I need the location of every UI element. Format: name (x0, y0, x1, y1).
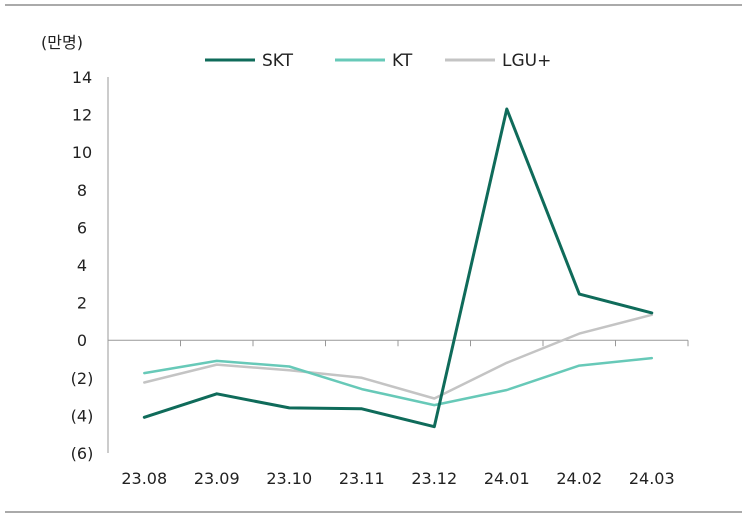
y-tick-label: 14 (72, 68, 92, 87)
y-tick-label: (4) (71, 406, 94, 425)
legend: SKT KT LGU+ (205, 51, 551, 71)
y-tick-label: 0 (77, 331, 87, 350)
x-tick-label: 24.01 (484, 469, 530, 488)
series-lines (142, 107, 654, 429)
x-tick-label: 23.12 (411, 469, 457, 488)
x-axis (107, 339, 689, 347)
y-tick-label: 6 (77, 218, 87, 237)
legend-label: SKT (262, 51, 294, 71)
x-axis-labels: 23.08 23.09 23.10 23.11 23.12 24.01 24.02 24.03 (121, 469, 674, 488)
x-tick-label: 23.11 (339, 469, 385, 488)
series-line-skt (142, 107, 654, 429)
legend-label: KT (392, 51, 413, 71)
legend-label: LGU+ (502, 51, 551, 71)
y-tick-label: (2) (71, 369, 94, 388)
y-unit-label: (만명) (41, 33, 83, 52)
series-line-lgu (143, 313, 654, 400)
x-tick-label: 23.10 (266, 469, 312, 488)
y-tick-label: 2 (77, 294, 87, 313)
y-tick-label: (6) (71, 444, 94, 463)
x-tick-label: 24.02 (556, 469, 602, 488)
series-line-kt (143, 356, 654, 407)
y-tick-label: 4 (77, 256, 87, 275)
y-axis-ticks: 14 12 10 8 6 4 2 0 (2) (4) (6) (71, 68, 94, 463)
y-tick-label: 8 (77, 181, 87, 200)
x-tick-label: 24.03 (629, 469, 675, 488)
y-tick-label: 12 (72, 106, 92, 125)
x-tick-label: 23.08 (121, 469, 167, 488)
y-tick-label: 10 (72, 143, 92, 162)
x-tick-label: 23.09 (194, 469, 240, 488)
